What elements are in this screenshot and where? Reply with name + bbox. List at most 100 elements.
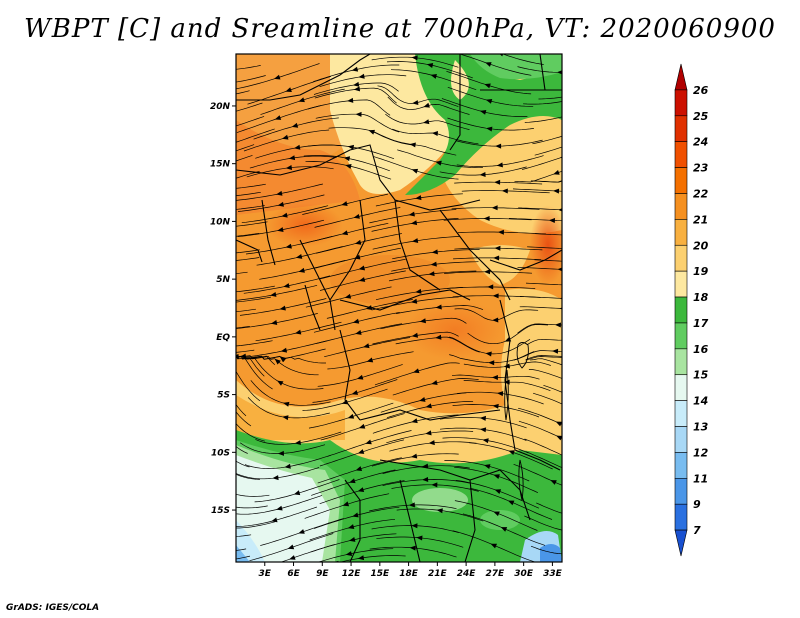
streamline-arrowhead <box>479 109 487 115</box>
streamline-arrowhead <box>341 201 348 206</box>
streamline <box>236 296 271 303</box>
streamline-arrowhead <box>423 119 430 125</box>
streamline-arrowhead <box>295 254 303 259</box>
streamline-arrowhead <box>280 347 288 353</box>
streamline-arrowhead <box>410 298 418 304</box>
streamline-arrowhead <box>355 330 362 335</box>
streamline-arrowhead <box>217 208 223 213</box>
streamline-arrowhead <box>410 453 418 459</box>
colorbar-label: 24 <box>693 136 708 149</box>
streamline-arrowhead <box>411 55 418 61</box>
streamline-arrowhead <box>347 97 354 103</box>
streamline-arrowhead <box>566 378 573 385</box>
colorbar-top-arrow <box>674 63 688 91</box>
streamline-arrowhead <box>366 357 374 363</box>
streamline-arrowhead <box>486 126 493 132</box>
streamline-arrowhead <box>479 415 486 421</box>
streamline-arrowhead <box>435 160 442 166</box>
lat-label: EQ <box>216 333 230 343</box>
streamline <box>525 355 562 360</box>
colorbar-label: 22 <box>693 187 709 200</box>
streamline-arrowhead <box>345 551 353 556</box>
streamline <box>236 411 252 427</box>
streamline-arrowhead <box>277 201 284 207</box>
streamline-arrowhead <box>415 195 422 201</box>
streamline-arrowhead <box>482 438 489 444</box>
streamline-arrowhead <box>298 267 305 273</box>
streamline <box>519 306 562 309</box>
streamline-arrowhead <box>212 419 219 427</box>
lakes <box>504 342 529 501</box>
streamline-arrowhead <box>283 401 290 407</box>
streamline-arrowhead <box>573 179 579 184</box>
streamline-arrowhead <box>493 255 500 261</box>
colorbar-bin <box>674 322 688 350</box>
streamline <box>236 285 275 293</box>
streamline-arrowhead <box>213 180 219 185</box>
lon-label: 6E <box>287 569 300 579</box>
streamline-arrowhead <box>484 269 490 275</box>
streamline-arrowhead <box>557 266 562 272</box>
streamline-arrowhead <box>558 207 562 213</box>
streamline-arrowhead <box>211 436 219 444</box>
streamline-arrowhead <box>213 195 219 200</box>
streamline <box>525 356 562 361</box>
streamline <box>524 515 562 531</box>
streamline <box>236 191 261 196</box>
lat-label: 20N <box>210 102 231 112</box>
streamline <box>236 257 260 261</box>
colorbar-label: 26 <box>693 84 709 97</box>
streamline-arrowhead <box>496 162 503 168</box>
streamline-arrowhead <box>497 229 504 235</box>
streamline-arrowhead <box>227 290 233 296</box>
streamline-arrowhead <box>280 356 287 363</box>
streamline-arrowhead <box>298 97 305 103</box>
lake-victoria-outline <box>516 342 529 369</box>
streamline-arrowhead <box>494 245 501 251</box>
streamline-arrowhead <box>555 421 562 427</box>
streamline-arrowhead <box>507 500 515 506</box>
streamline-arrowhead <box>291 122 299 128</box>
streamline-arrowhead <box>591 576 599 584</box>
colorbar-label: 9 <box>693 498 701 511</box>
streamline <box>236 370 261 402</box>
streamline-arrowhead <box>208 311 214 316</box>
streamline-arrowhead <box>431 380 438 386</box>
streamline-arrowhead <box>276 505 283 511</box>
streamline <box>236 116 265 127</box>
streamline-arrowhead <box>425 403 432 409</box>
streamline-arrowhead <box>202 96 208 101</box>
colorbar-label: 23 <box>693 162 709 175</box>
shade-northeast-green <box>405 54 562 195</box>
streamline-arrowhead <box>344 293 352 299</box>
streamline <box>236 355 265 377</box>
streamline-arrowhead <box>425 430 432 436</box>
streamline-arrowhead <box>411 168 419 174</box>
streamline-arrowhead <box>276 190 283 196</box>
streamline-arrowhead <box>353 86 361 92</box>
streamline <box>525 282 562 286</box>
streamline-arrowhead <box>554 322 562 328</box>
streamline-arrowhead <box>411 523 418 529</box>
streamline-arrowhead <box>436 508 443 514</box>
lat-label: 5S <box>217 391 230 401</box>
streamline-arrowhead <box>277 227 284 232</box>
colorbar-label: 17 <box>693 317 709 330</box>
streamline-arrowhead <box>349 478 356 484</box>
streamline <box>523 101 562 105</box>
streamline-arrowhead <box>298 529 305 534</box>
lon-label: 12E <box>342 569 362 579</box>
streamline-arrowhead <box>357 487 365 493</box>
streamline-arrowhead <box>206 352 212 357</box>
streamline-arrowhead <box>431 249 438 255</box>
streamline <box>236 144 255 152</box>
streamline <box>538 96 562 100</box>
lon-label: 30E <box>514 569 534 579</box>
streamline <box>236 183 266 189</box>
streamline-arrowhead <box>352 318 360 324</box>
shade-hotspot-east <box>530 205 562 285</box>
colorbar-bin <box>674 400 688 427</box>
streamline-arrowhead <box>351 66 359 72</box>
longitude-axis: 3E 6E 9E 12E 15E 18E 21E 24E 27E 30E 33E <box>259 562 563 579</box>
